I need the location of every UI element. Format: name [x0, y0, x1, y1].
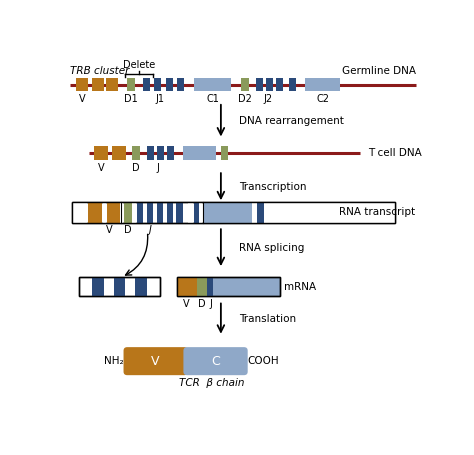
Bar: [137, 202, 143, 223]
Text: Translation: Translation: [239, 313, 296, 324]
Text: J1: J1: [155, 94, 164, 104]
Bar: [106, 78, 118, 91]
Text: D1: D1: [124, 94, 138, 104]
Bar: [102, 202, 106, 223]
Bar: [156, 147, 164, 160]
Text: C1: C1: [206, 94, 219, 104]
Bar: [154, 78, 161, 91]
Text: V: V: [151, 354, 160, 368]
Bar: [114, 277, 125, 296]
Bar: [72, 202, 395, 223]
Bar: [146, 202, 153, 223]
Text: TCR  β chain: TCR β chain: [179, 378, 245, 388]
Bar: [177, 277, 280, 296]
Bar: [257, 202, 264, 223]
Bar: [176, 202, 182, 223]
Text: J2: J2: [264, 94, 273, 104]
FancyBboxPatch shape: [124, 347, 188, 375]
Bar: [183, 147, 217, 160]
Bar: [202, 202, 252, 223]
Text: C: C: [211, 354, 220, 368]
Text: Delete: Delete: [123, 61, 155, 71]
Bar: [72, 202, 395, 223]
Bar: [241, 78, 249, 91]
Bar: [91, 78, 104, 91]
Text: D: D: [198, 299, 206, 309]
Bar: [194, 78, 231, 91]
Bar: [127, 78, 135, 91]
Bar: [305, 78, 340, 91]
Bar: [146, 147, 154, 160]
Bar: [88, 202, 102, 223]
Bar: [266, 78, 273, 91]
Text: COOH: COOH: [247, 356, 279, 366]
Bar: [199, 202, 202, 223]
Bar: [120, 202, 123, 223]
Text: DNA rearrangement: DNA rearrangement: [239, 116, 344, 126]
Bar: [194, 202, 199, 223]
Text: RNA splicing: RNA splicing: [239, 243, 305, 253]
Bar: [112, 147, 126, 160]
Text: Transcription: Transcription: [239, 182, 307, 192]
Bar: [73, 202, 87, 223]
Text: D: D: [124, 224, 132, 234]
Bar: [256, 78, 263, 91]
Text: V: V: [79, 94, 85, 104]
Text: J: J: [209, 299, 212, 309]
Bar: [132, 147, 140, 160]
Text: mRNA: mRNA: [284, 282, 316, 292]
Text: TRB cluster: TRB cluster: [70, 66, 130, 76]
Bar: [289, 78, 296, 91]
Text: NH₂: NH₂: [104, 356, 124, 366]
Bar: [80, 277, 160, 296]
Bar: [166, 202, 173, 223]
Bar: [253, 202, 257, 223]
Text: Germline DNA: Germline DNA: [342, 66, 416, 76]
Bar: [177, 78, 184, 91]
Bar: [221, 147, 228, 160]
Text: V: V: [98, 162, 104, 172]
Bar: [276, 78, 283, 91]
Bar: [207, 277, 213, 296]
Bar: [197, 277, 207, 296]
Text: J: J: [156, 162, 159, 172]
Bar: [107, 202, 120, 223]
Text: D: D: [132, 162, 139, 172]
Text: RNA transcript: RNA transcript: [339, 207, 416, 217]
Bar: [132, 202, 137, 223]
Bar: [177, 277, 280, 296]
Text: T cell DNA: T cell DNA: [368, 148, 421, 158]
Bar: [188, 202, 193, 223]
Bar: [166, 78, 173, 91]
Bar: [135, 277, 146, 296]
Text: C2: C2: [317, 94, 329, 104]
Text: V: V: [106, 224, 112, 234]
Bar: [143, 78, 150, 91]
Bar: [94, 147, 108, 160]
Text: V: V: [183, 299, 190, 309]
Text: J: J: [148, 224, 151, 234]
Bar: [80, 277, 160, 296]
Bar: [92, 277, 104, 296]
FancyBboxPatch shape: [183, 347, 248, 375]
Bar: [124, 202, 132, 223]
FancyArrowPatch shape: [126, 234, 148, 275]
Bar: [167, 147, 174, 160]
Text: D2: D2: [238, 94, 252, 104]
Bar: [156, 202, 163, 223]
Bar: [264, 202, 395, 223]
Bar: [76, 78, 88, 91]
Bar: [177, 277, 197, 296]
